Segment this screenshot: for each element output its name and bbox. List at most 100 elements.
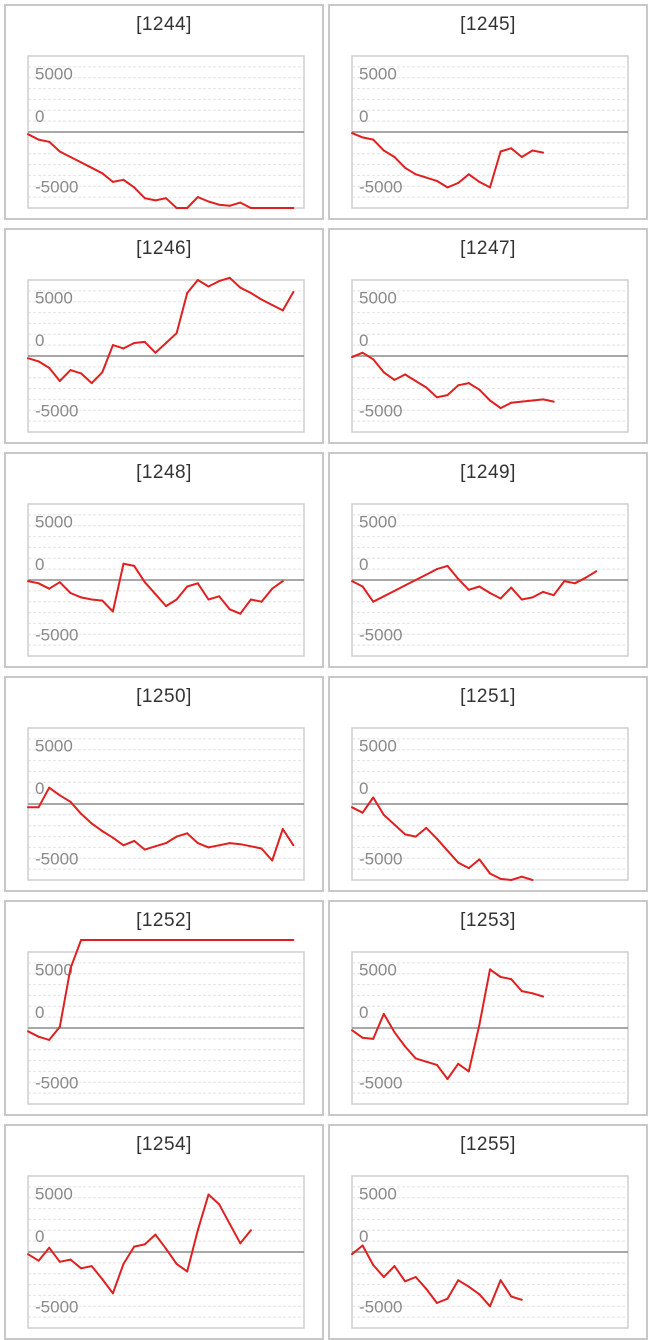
data-point: [37, 806, 40, 809]
data-point: [48, 587, 51, 590]
data-point: [101, 939, 104, 941]
data-point: [175, 1262, 178, 1265]
data-point: [196, 842, 199, 845]
data-point: [249, 292, 252, 294]
data-point: [143, 939, 146, 941]
data-point: [154, 845, 157, 848]
data-point: [414, 380, 417, 382]
data-point: [531, 149, 534, 152]
data-point: [425, 1287, 428, 1290]
data-point: [351, 1029, 353, 1032]
chart-panel: [1248] 5000 0 -5000: [4, 452, 324, 668]
data-point: [218, 595, 221, 598]
data-point: [122, 939, 125, 941]
data-point: [111, 610, 114, 613]
data-point: [382, 595, 385, 598]
data-point: [446, 564, 449, 567]
y-tick-label: 0: [35, 555, 44, 574]
data-point: [531, 992, 534, 995]
data-point: [446, 394, 449, 397]
chart-panel: [1251] 5000 0 -5000: [328, 676, 648, 892]
data-point: [186, 1270, 189, 1273]
data-point: [111, 344, 114, 347]
data-point: [372, 138, 375, 141]
y-tick-label: -5000: [359, 625, 402, 644]
line-chart: 5000 0 -5000: [27, 1175, 305, 1329]
data-point: [281, 207, 284, 209]
data-point: [27, 580, 29, 583]
line-chart: 5000 0 -5000: [27, 727, 305, 881]
data-point: [361, 136, 364, 139]
data-point: [218, 203, 221, 206]
data-point: [133, 939, 136, 941]
data-point: [361, 1036, 364, 1039]
data-point: [260, 939, 263, 941]
data-point: [228, 1222, 231, 1225]
data-point: [175, 835, 178, 838]
data-point: [393, 1031, 396, 1034]
data-point: [122, 844, 125, 847]
chart-panel: [1247] 5000 0 -5000: [328, 228, 648, 444]
data-point: [133, 839, 136, 842]
data-point: [510, 147, 513, 150]
y-tick-label: -5000: [35, 625, 78, 644]
data-point: [90, 939, 93, 941]
data-point: [361, 351, 364, 354]
data-point: [404, 833, 407, 836]
data-point: [165, 842, 167, 845]
chart-panel: [1244] 5000 0 -5000: [4, 4, 324, 220]
data-point: [489, 1305, 491, 1308]
y-tick-label: 5000: [359, 737, 397, 756]
data-point: [489, 872, 491, 875]
data-point: [467, 588, 470, 591]
data-point: [271, 587, 274, 590]
data-point: [478, 585, 481, 588]
data-point: [351, 132, 353, 135]
line-chart: 5000 0 -5000: [27, 939, 305, 1105]
data-point: [27, 133, 29, 136]
data-point: [69, 967, 72, 970]
chart-panel: [1254] 5000 0 -5000: [4, 1124, 324, 1340]
data-point: [239, 286, 242, 289]
line-chart: 5000 0 -5000: [351, 503, 629, 657]
data-point: [260, 207, 263, 209]
data-point: [101, 172, 104, 175]
data-point: [260, 298, 263, 301]
data-point: [80, 161, 83, 164]
data-point: [90, 166, 93, 169]
data-point: [457, 861, 460, 864]
data-point: [101, 830, 104, 833]
series-line: [27, 133, 294, 209]
data-point: [393, 589, 396, 592]
data-point: [435, 179, 438, 182]
data-point: [165, 197, 167, 200]
data-point: [48, 366, 51, 369]
y-tick-label: 0: [359, 779, 368, 798]
y-tick-label: 5000: [359, 1185, 397, 1204]
data-point: [133, 342, 136, 344]
data-point: [489, 968, 491, 971]
data-point: [186, 585, 189, 588]
data-point: [478, 1293, 481, 1296]
data-point: [196, 196, 199, 199]
data-point: [249, 845, 252, 848]
chart-title: [1248]: [136, 462, 192, 483]
data-point: [239, 201, 242, 204]
chart-panel: [1245] 5000 0 -5000: [328, 4, 648, 220]
data-point: [372, 1037, 375, 1040]
series-line: [28, 786, 295, 862]
data-point: [520, 400, 523, 403]
data-point: [228, 842, 231, 845]
data-point: [520, 990, 523, 993]
data-point: [90, 382, 93, 385]
data-point: [467, 1070, 470, 1073]
data-point: [510, 401, 513, 404]
y-tick-label: -5000: [35, 1073, 78, 1092]
data-point: [520, 156, 523, 158]
data-point: [510, 879, 513, 881]
data-point: [361, 811, 364, 814]
data-point: [382, 813, 385, 816]
data-point: [58, 380, 61, 382]
data-point: [520, 1298, 523, 1301]
data-point: [175, 332, 178, 335]
